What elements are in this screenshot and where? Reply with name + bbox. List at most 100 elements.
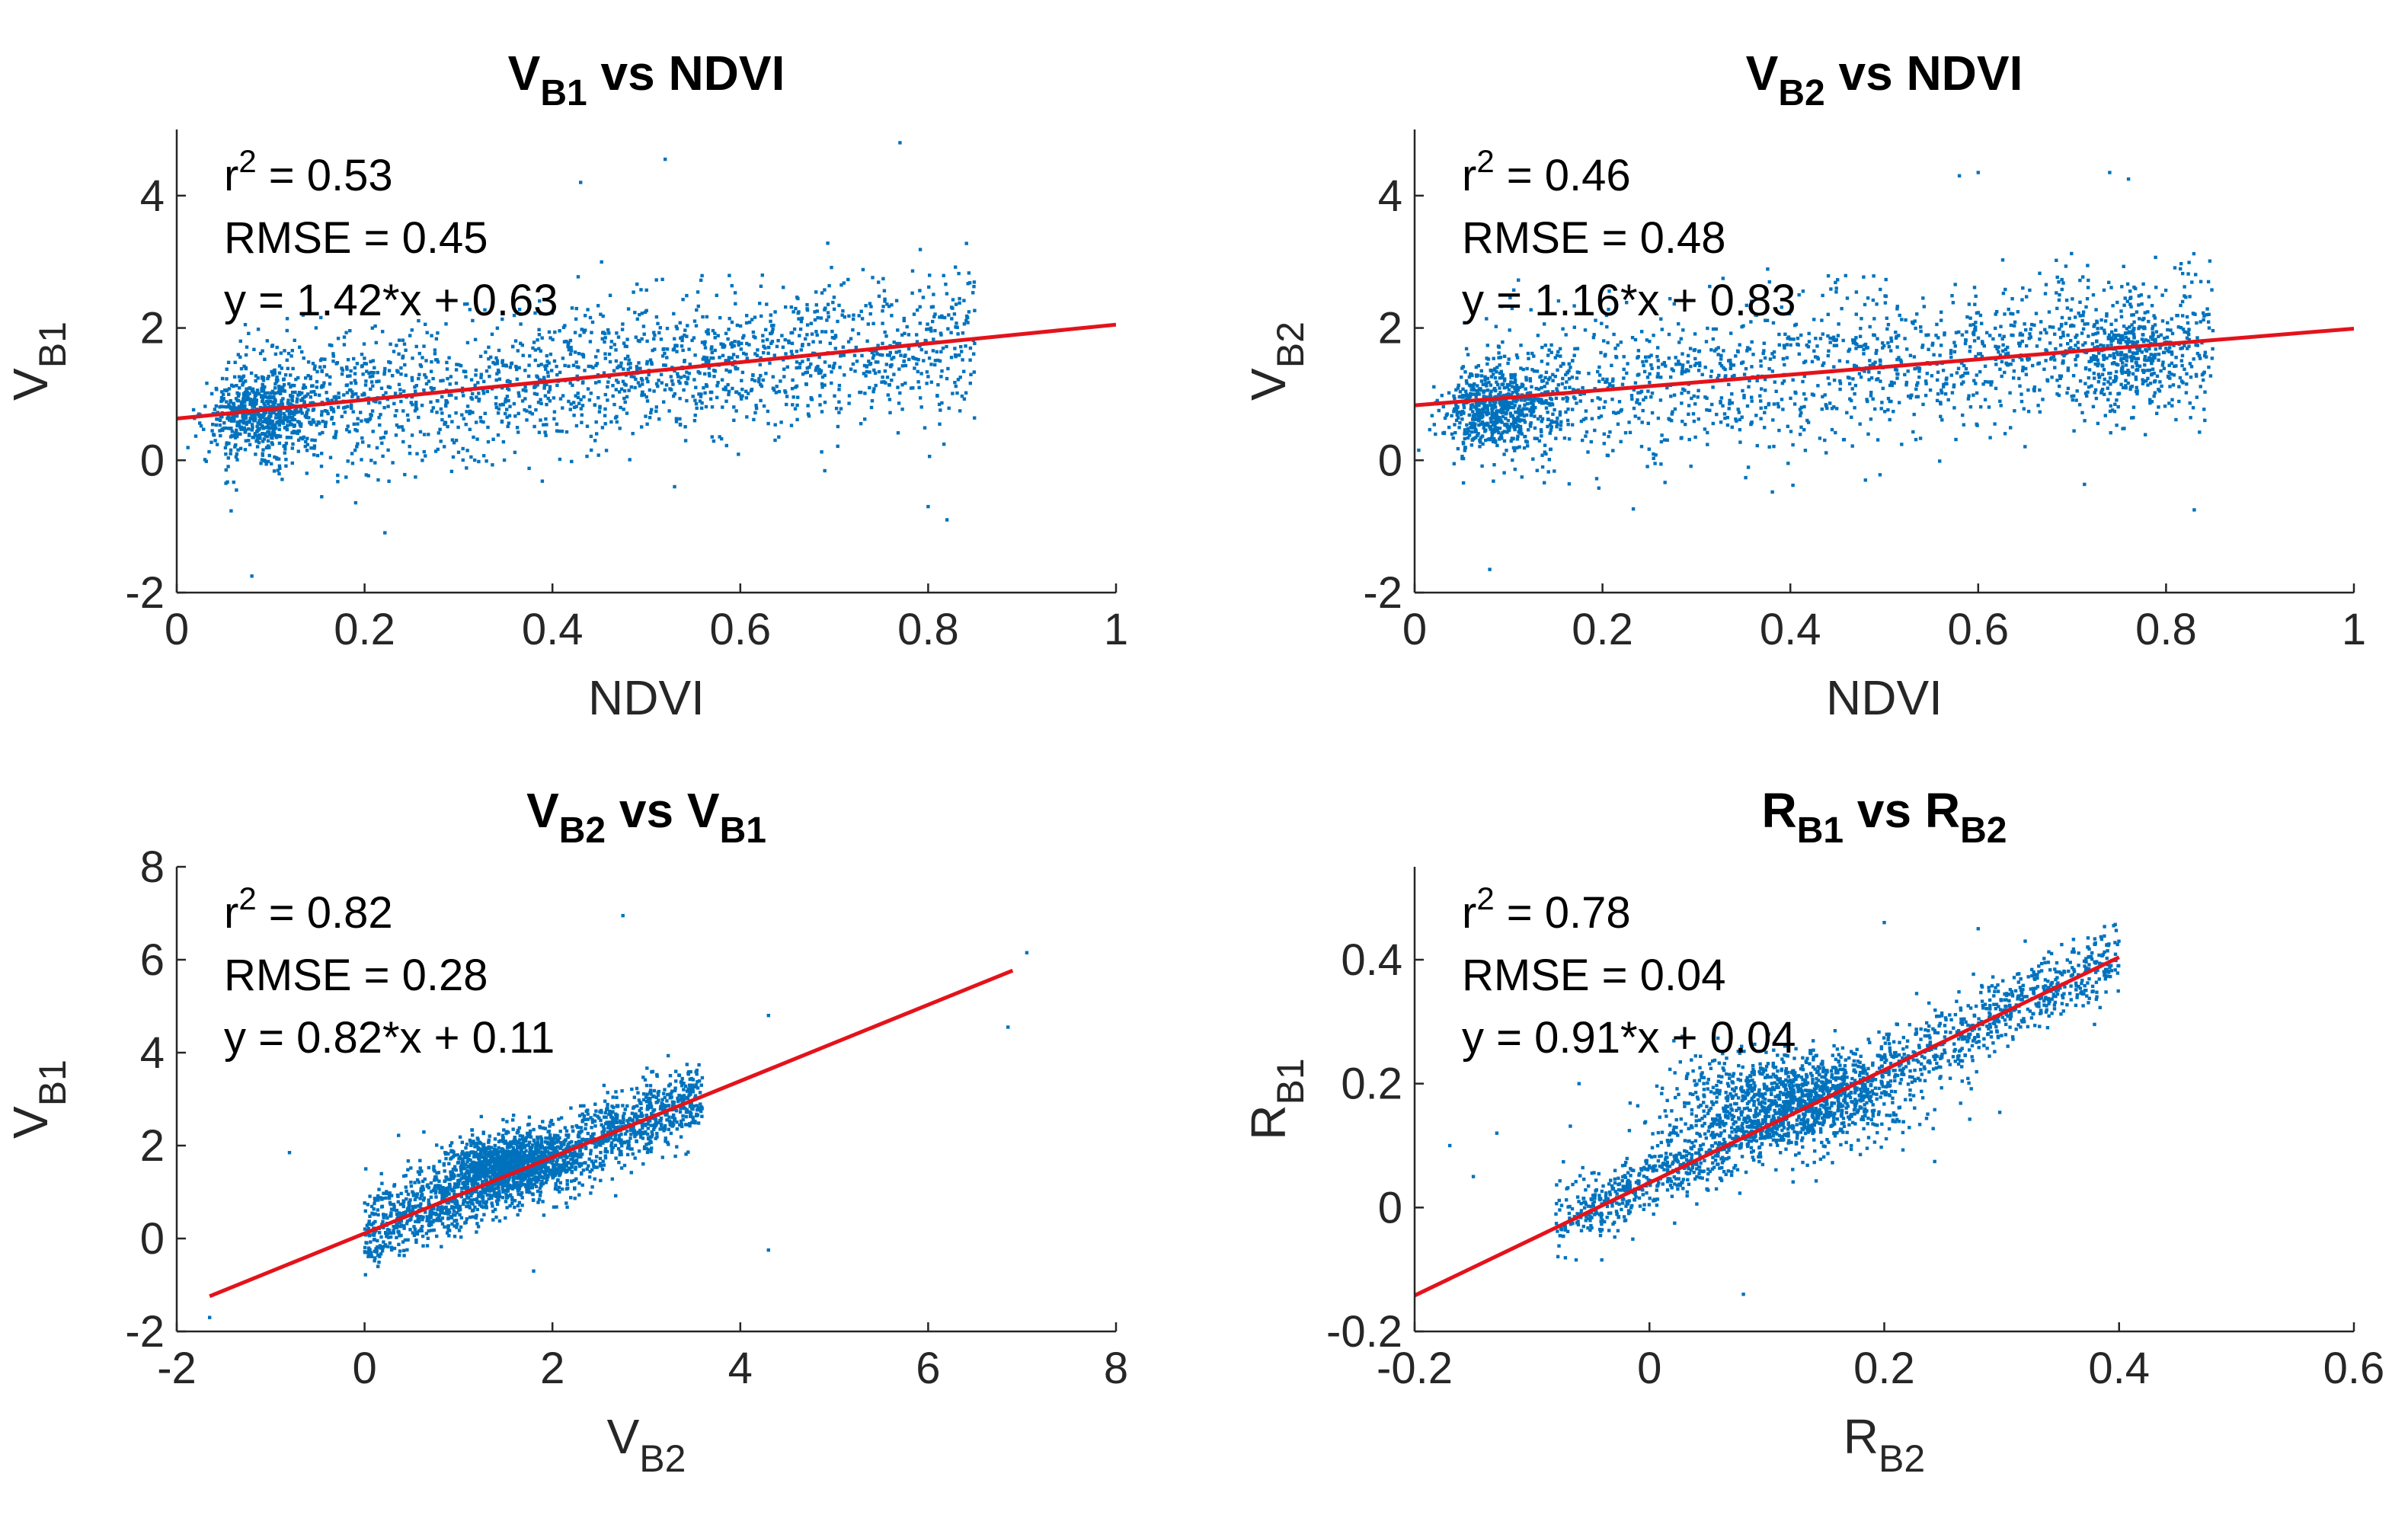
scatter-point xyxy=(1522,407,1527,411)
scatter-point xyxy=(941,347,945,350)
scatter-point xyxy=(1463,428,1467,432)
scatter-point xyxy=(285,358,289,362)
scatter-point xyxy=(523,397,527,401)
scatter-point xyxy=(1510,306,1514,311)
annotation-r-label: r xyxy=(1462,151,1476,200)
scatter-point xyxy=(353,500,358,505)
scatter-point xyxy=(967,310,971,314)
scatter-point xyxy=(1953,283,1957,286)
scatter-point xyxy=(492,1191,496,1195)
scatter-point xyxy=(1781,408,1785,411)
scatter-point xyxy=(825,318,829,322)
scatter-point xyxy=(1652,334,1655,337)
scatter-point xyxy=(1908,396,1913,400)
scatter-point xyxy=(1640,330,1644,334)
scatter-point xyxy=(265,417,269,420)
scatter-point xyxy=(683,439,688,443)
scatter-point xyxy=(226,404,230,409)
scatter-point xyxy=(282,411,286,416)
scatter-point xyxy=(289,394,293,398)
scatter-point xyxy=(491,463,494,467)
scatter-point xyxy=(1868,324,1872,329)
scatter-point xyxy=(548,388,552,392)
scatter-point xyxy=(1543,390,1547,395)
scatter-point xyxy=(1868,359,1872,363)
scatter-point xyxy=(2136,356,2140,360)
scatter-point xyxy=(1680,401,1684,405)
scatter-point xyxy=(2096,344,2099,349)
scatter-point xyxy=(760,273,764,277)
scatter-point xyxy=(1610,363,1613,367)
scatter-point xyxy=(222,427,225,430)
scatter-point xyxy=(777,435,781,439)
scatter-point xyxy=(334,362,338,366)
scatter-point xyxy=(785,395,789,398)
scatter-point xyxy=(661,347,665,351)
scatter-point xyxy=(1508,425,1512,429)
scatter-point xyxy=(1602,442,1606,446)
scatter-point xyxy=(1834,430,1837,435)
scatter-point xyxy=(2102,288,2106,292)
scatter-point xyxy=(1553,375,1557,379)
scatter-point xyxy=(2120,285,2124,289)
scatter-point xyxy=(312,444,317,448)
scatter-point xyxy=(1888,417,1892,422)
scatter-point xyxy=(1709,348,1713,352)
scatter-point xyxy=(353,428,357,432)
scatter-point xyxy=(265,395,270,399)
scatter-point xyxy=(1483,378,1487,382)
scatter-point xyxy=(2096,327,2099,331)
scatter-point xyxy=(1489,403,1492,407)
scatter-point xyxy=(497,1186,500,1190)
scatter-point xyxy=(659,337,664,341)
scatter-point xyxy=(369,459,373,462)
scatter-point xyxy=(238,386,241,390)
scatter-point xyxy=(759,284,763,288)
scatter-point xyxy=(275,377,279,381)
scatter-point xyxy=(199,424,203,428)
scatter-point xyxy=(2060,287,2064,292)
scatter-point xyxy=(1658,398,1663,402)
scatter-point xyxy=(1471,417,1475,421)
scatter-point xyxy=(1649,363,1653,367)
scatter-point xyxy=(2021,369,2025,372)
scatter-point xyxy=(290,390,295,395)
scatter-point xyxy=(2146,310,2150,314)
scatter-point xyxy=(454,411,458,415)
scatter-point xyxy=(1943,331,1946,335)
scatter-point xyxy=(2144,379,2148,383)
scatter-point xyxy=(1715,412,1719,417)
scatter-point xyxy=(587,364,590,369)
scatter-point xyxy=(1821,293,1824,298)
scatter-point xyxy=(533,358,537,363)
scatter-point xyxy=(1473,382,1476,386)
scatter-point xyxy=(468,411,472,416)
scatter-point xyxy=(279,409,283,413)
scatter-point xyxy=(1540,453,1544,457)
scatter-point xyxy=(473,383,477,387)
scatter-point xyxy=(1994,386,1998,391)
scatter-point xyxy=(972,285,976,289)
scatter-point xyxy=(1967,394,1971,398)
scatter-point xyxy=(623,344,627,348)
scatter-point xyxy=(2120,334,2124,337)
scatter-point xyxy=(809,362,813,366)
scatter-point xyxy=(1501,373,1505,377)
scatter-point xyxy=(1644,395,1648,399)
scatter-point xyxy=(841,345,845,349)
scatter-point xyxy=(334,430,338,433)
x-tick-label: 1 xyxy=(1104,605,1128,654)
scatter-point xyxy=(1489,369,1493,373)
scatter-point xyxy=(269,395,273,400)
scatter-point xyxy=(765,337,769,342)
scatter-point xyxy=(2042,367,2046,371)
scatter-point xyxy=(2189,416,2192,420)
scatter-point xyxy=(2083,322,2087,326)
scatter-point xyxy=(2144,348,2147,352)
scatter-point xyxy=(1667,332,1671,337)
scatter-point xyxy=(973,416,977,420)
scatter-point xyxy=(1559,420,1563,424)
scatter-point xyxy=(1432,423,1436,427)
title-main: V xyxy=(1746,46,1779,101)
scatter-point xyxy=(588,340,593,344)
